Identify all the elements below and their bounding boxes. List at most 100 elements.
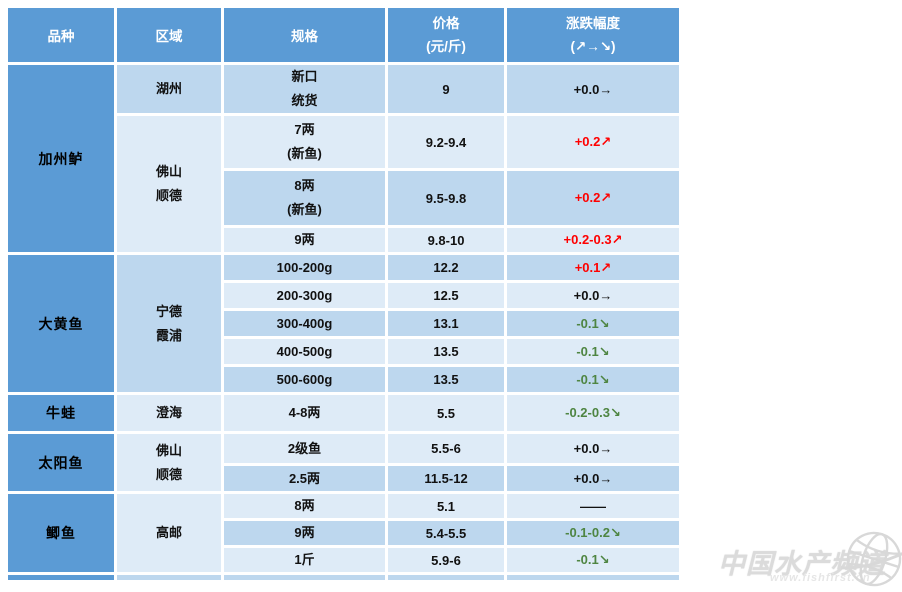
- table-row: 400-500g 13.5 -0.1↘: [8, 339, 679, 364]
- region-cell: [117, 575, 221, 580]
- cell-line: 霞浦: [155, 327, 182, 343]
- price-cell: 13.5: [388, 339, 504, 364]
- region-cell: 佛山 顺德: [117, 116, 221, 252]
- region-cell: 澄海: [117, 395, 221, 431]
- region-cell: 佛山 顺德: [117, 434, 221, 491]
- cell-line: 湖州: [155, 81, 182, 96]
- cell-line: 澄海: [155, 405, 182, 420]
- price-cell: 9.2-9.4: [388, 116, 504, 168]
- price-cell: 12.2: [388, 255, 504, 280]
- cell-line: 新口: [291, 69, 318, 84]
- spec-cell: 200-300g: [224, 283, 385, 308]
- cell-line: 佛山: [155, 442, 182, 458]
- cell-line: 500-600g: [276, 371, 333, 387]
- table-row: 8两 (新鱼) 9.5-9.8 +0.2↗: [8, 171, 679, 225]
- variety-cell: 牛蛙: [8, 395, 114, 431]
- globe-icon: [841, 531, 902, 587]
- cell-line: 1斤: [294, 552, 315, 567]
- cell-line: (新鱼): [287, 202, 322, 217]
- price-cell: 11.5-12: [388, 466, 504, 491]
- table-row: 大黄鱼 宁德 霞浦 100-200g 12.2 +0.1↗: [8, 255, 679, 392]
- spec-cell: 8两 (新鱼): [224, 171, 385, 225]
- change-header-line1: 涨跌幅度: [566, 16, 620, 31]
- cell-line: 400-500g: [276, 343, 333, 359]
- price-table-body: 加州鲈 湖州 新口 统货 9 +0.0→ 佛山 顺德 7两 (新鱼) 9.2-9.4 +0.2↗ 8两(…: [8, 65, 679, 580]
- variety-cell: 太阳鱼: [8, 434, 114, 491]
- price-cell: 9: [388, 65, 504, 113]
- spec-cell: 100-200g: [224, 255, 385, 280]
- change-cell: +0.2↗: [507, 116, 679, 168]
- spec-cell: 300-400g: [224, 311, 385, 336]
- table-row: 200-300g 12.5 +0.0→: [8, 283, 679, 308]
- watermark-title: 中国水产频道: [718, 549, 886, 579]
- table-row: 佛山 顺德 7两 (新鱼) 9.2-9.4 +0.2↗: [8, 116, 679, 252]
- table-row: 太阳鱼 佛山 顺德 2级鱼 5.5-6 +0.0→: [8, 434, 679, 491]
- region-cell: 湖州: [117, 65, 221, 113]
- cell-line: 9两: [294, 232, 315, 247]
- region-cell: 宁德 霞浦: [117, 255, 221, 392]
- header-row: 品种 区域 规格 价格 (元/斤) 涨跌幅度 (↗→↘): [8, 8, 679, 62]
- change-cell: +0.0→: [507, 466, 679, 491]
- price-cell: 9.8-10: [388, 228, 504, 252]
- change-cell: +0.2-0.3↗: [507, 228, 679, 252]
- cell-line: 顺德: [155, 466, 182, 482]
- col-header-spec: 规格: [224, 8, 385, 62]
- variety-cell: [8, 575, 114, 580]
- cell-line: 8两: [294, 178, 315, 193]
- watermark: 中国水产频道 www.fishfirst.cn: [712, 531, 902, 588]
- price-cell: 13.1: [388, 311, 504, 336]
- cell-line: 9两: [294, 525, 315, 540]
- change-cell: -0.1-0.2↘: [507, 521, 679, 545]
- change-cell: -0.1↘: [507, 367, 679, 392]
- price-cell: 5.5: [388, 395, 504, 431]
- change-cell: ——: [507, 494, 679, 518]
- price-cell: 12.5: [388, 283, 504, 308]
- spec-cell: 400-500g: [224, 339, 385, 364]
- col-header-variety: 品种: [8, 8, 114, 62]
- change-cell: +0.0→: [507, 283, 679, 308]
- cell-line: 宁德: [155, 303, 182, 319]
- cell-line: 8两: [294, 498, 315, 513]
- change-cell: -0.1↘: [507, 339, 679, 364]
- change-cell: +0.1↗: [507, 255, 679, 280]
- change-cell: +0.0→: [507, 65, 679, 113]
- variety-cell: 鲫鱼: [8, 494, 114, 572]
- partial-bottom-row: [8, 575, 679, 580]
- region-cell: 高邮: [117, 494, 221, 572]
- cell-line: 2.5两: [288, 470, 321, 486]
- spec-cell: 新口 统货: [224, 65, 385, 113]
- price-header-line1: 价格: [432, 16, 460, 31]
- spec-cell: 7两 (新鱼): [224, 116, 385, 168]
- price-cell: 5.5-6: [388, 434, 504, 463]
- spec-cell: 2级鱼: [224, 434, 385, 463]
- change-cell: +0.2↗: [507, 171, 679, 225]
- price-cell: 13.5: [388, 367, 504, 392]
- price-cell: 9.5-9.8: [388, 171, 504, 225]
- change-cell: -0.1↘: [507, 548, 679, 572]
- cell-line: 高邮: [155, 525, 182, 540]
- cell-line: 顺德: [155, 188, 182, 203]
- price-cell: 5.1: [388, 494, 504, 518]
- table-row: 鲫鱼 高邮 8两 5.1 ——: [8, 494, 679, 572]
- cell-line: (新鱼): [287, 146, 322, 161]
- spec-cell: 2.5两: [224, 466, 385, 491]
- spec-cell: 500-600g: [224, 367, 385, 392]
- table-row: 加州鲈 湖州 新口 统货 9 +0.0→: [8, 65, 679, 252]
- fish-price-table: 品种 区域 规格 价格 (元/斤) 涨跌幅度 (↗→↘) 加州鲈 湖州 新口 统货 9 +…: [5, 5, 682, 583]
- col-header-change: 涨跌幅度 (↗→↘): [507, 8, 679, 62]
- cell-line: 4-8两: [288, 405, 321, 420]
- spec-cell: [224, 575, 385, 580]
- spec-cell: 1斤: [224, 548, 385, 572]
- cell-line: 100-200g: [276, 259, 333, 275]
- cell-line: 7两: [294, 122, 315, 137]
- spec-cell: 8两: [224, 494, 385, 518]
- watermark-url: www.fishfirst.cn: [770, 572, 871, 584]
- table-row: 牛蛙 澄海 4-8两 5.5 -0.2-0.3↘: [8, 395, 679, 431]
- cell-line: 2级鱼: [287, 440, 322, 456]
- price-cell: [388, 575, 504, 580]
- change-header-line2: (↗→↘): [570, 39, 616, 54]
- variety-cell: 大黄鱼: [8, 255, 114, 392]
- price-header-line2: (元/斤): [426, 39, 466, 54]
- table-row: 500-600g 13.5 -0.1↘: [8, 367, 679, 392]
